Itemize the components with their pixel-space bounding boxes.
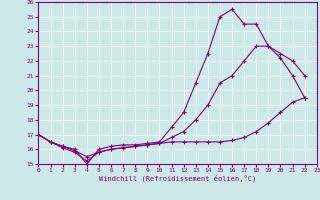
X-axis label: Windchill (Refroidissement éolien,°C): Windchill (Refroidissement éolien,°C)	[99, 175, 256, 182]
